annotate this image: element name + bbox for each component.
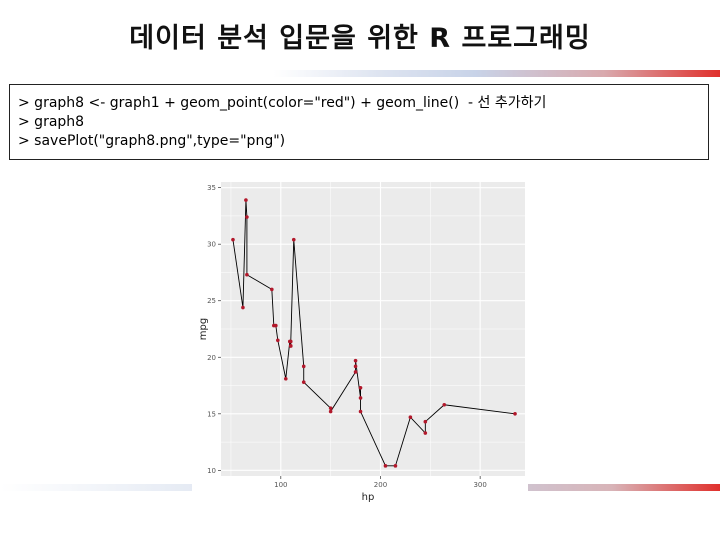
data-point (270, 287, 274, 292)
major-gridlines (221, 182, 525, 476)
y-axis-label: mpg (198, 318, 209, 340)
series-points (231, 198, 517, 468)
data-point (288, 344, 293, 348)
x-tick-label: 300 (473, 481, 486, 489)
data-point (358, 386, 363, 390)
data-point (358, 409, 363, 414)
data-point (393, 464, 398, 468)
data-point (408, 415, 413, 419)
code-line-2: > graph8 (18, 114, 85, 130)
data-point (241, 305, 245, 310)
chart: 10 15 20 25 30 35 100 200 300 hp mpg (192, 178, 528, 504)
code-line-3: > savePlot("graph8.png",type="png") (18, 133, 286, 149)
data-point (358, 396, 363, 400)
data-point (276, 338, 280, 343)
data-point (513, 412, 517, 416)
y-tick-label: 20 (207, 354, 216, 362)
code-box: > graph8 <- graph1 + geom_point(color="r… (9, 84, 709, 160)
data-point (328, 409, 333, 414)
data-point (301, 364, 306, 369)
x-axis-label: hp (362, 492, 375, 503)
data-point (353, 358, 358, 363)
data-point (274, 323, 278, 328)
data-point (383, 464, 388, 468)
data-point (301, 380, 306, 384)
data-point (245, 215, 249, 219)
minor-gridlines (221, 182, 525, 476)
data-point (353, 364, 358, 369)
data-point (244, 198, 248, 202)
x-tick-label: 100 (274, 481, 287, 489)
data-point (231, 237, 235, 242)
data-point (423, 419, 428, 424)
data-point (353, 370, 358, 374)
data-point (283, 376, 288, 381)
x-tick-label: 200 (374, 481, 387, 489)
data-point (245, 272, 249, 277)
y-tick-label: 25 (207, 297, 216, 305)
code-line-1: > graph8 <- graph1 + geom_point(color="r… (18, 95, 547, 111)
y-tick-label: 15 (207, 410, 216, 418)
y-tick-label: 10 (207, 467, 216, 475)
data-point (423, 431, 428, 435)
data-point (442, 402, 447, 407)
chart-svg: 10 15 20 25 30 35 100 200 300 hp mpg (192, 178, 528, 504)
data-point (288, 339, 293, 344)
data-point (328, 406, 333, 410)
y-tick-label: 35 (207, 184, 216, 192)
top-accent-band (0, 70, 720, 77)
y-axis-ticks: 10 15 20 25 30 35 (207, 184, 221, 475)
y-tick-label: 30 (207, 241, 216, 249)
slide-title: 데이터 분석 입문을 위한 R 프로그래밍 (129, 23, 591, 54)
data-point (291, 237, 296, 242)
x-axis-ticks: 100 200 300 (274, 476, 487, 489)
